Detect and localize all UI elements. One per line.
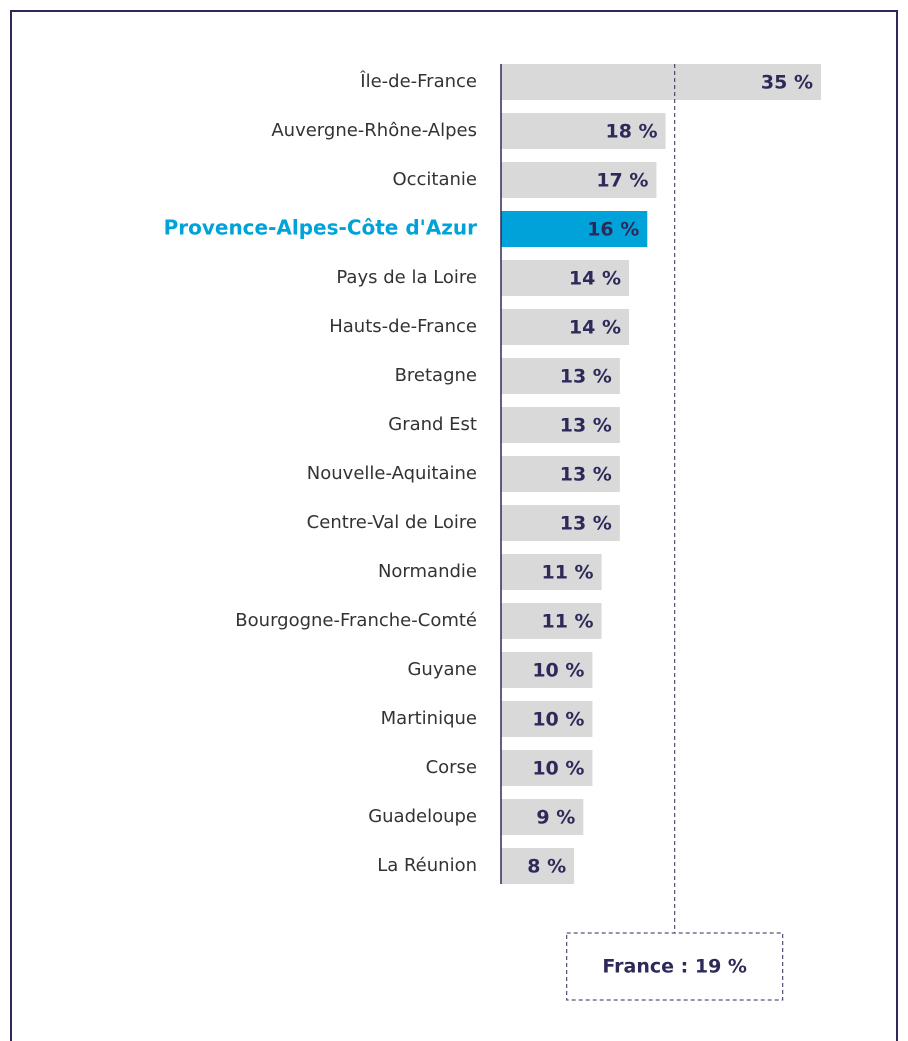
reference-label: France : 19 %	[602, 956, 747, 978]
category-label: Bretagne	[395, 365, 477, 386]
bar	[501, 652, 593, 688]
reference-box	[566, 932, 784, 1001]
category-label: Occitanie	[392, 169, 477, 190]
value-label: 11 %	[541, 611, 593, 633]
bar	[501, 211, 648, 247]
category-label: Normandie	[378, 561, 477, 582]
bar	[501, 407, 620, 443]
category-label: Auvergne-Rhône-Alpes	[271, 120, 477, 141]
bar	[501, 64, 821, 100]
value-label: 9 %	[536, 807, 575, 829]
value-label: 35 %	[761, 72, 813, 94]
category-label: Hauts-de-France	[329, 316, 477, 337]
category-label: Centre-Val de Loire	[307, 512, 477, 533]
category-label: La Réunion	[377, 855, 477, 876]
bar	[501, 162, 657, 198]
category-label: Martinique	[381, 708, 477, 729]
category-label: Bourgogne-Franche-Comté	[235, 610, 477, 631]
value-label: 13 %	[560, 415, 612, 437]
bar	[501, 113, 666, 149]
value-label: 10 %	[532, 758, 584, 780]
category-label: Pays de la Loire	[336, 267, 477, 288]
bar	[501, 505, 620, 541]
category-label: Grand Est	[388, 414, 477, 435]
category-label: Guadeloupe	[368, 806, 477, 827]
category-label: Guyane	[407, 659, 477, 680]
bar	[501, 358, 620, 394]
category-label: Île-de-France	[359, 70, 477, 92]
bar	[501, 554, 602, 590]
bar	[501, 309, 629, 345]
category-label: Corse	[426, 757, 477, 778]
value-label: 8 %	[527, 856, 566, 878]
bar	[501, 750, 593, 786]
frame	[10, 10, 898, 1041]
bar	[501, 799, 584, 835]
value-label: 13 %	[560, 464, 612, 486]
value-label: 16 %	[587, 219, 639, 241]
value-label: 18 %	[605, 121, 657, 143]
value-label: 14 %	[569, 268, 621, 290]
value-label: 14 %	[569, 317, 621, 339]
bar	[501, 260, 629, 296]
bar	[501, 848, 575, 884]
category-label: Nouvelle-Aquitaine	[307, 463, 477, 484]
value-label: 11 %	[541, 562, 593, 584]
bar	[501, 456, 620, 492]
value-label: 10 %	[532, 709, 584, 731]
bar	[501, 603, 602, 639]
value-label: 13 %	[560, 513, 612, 535]
value-label: 13 %	[560, 366, 612, 388]
category-label: Provence-Alpes-Côte d'Azur	[164, 216, 478, 240]
value-label: 17 %	[596, 170, 648, 192]
bar	[501, 701, 593, 737]
value-label: 10 %	[532, 660, 584, 682]
